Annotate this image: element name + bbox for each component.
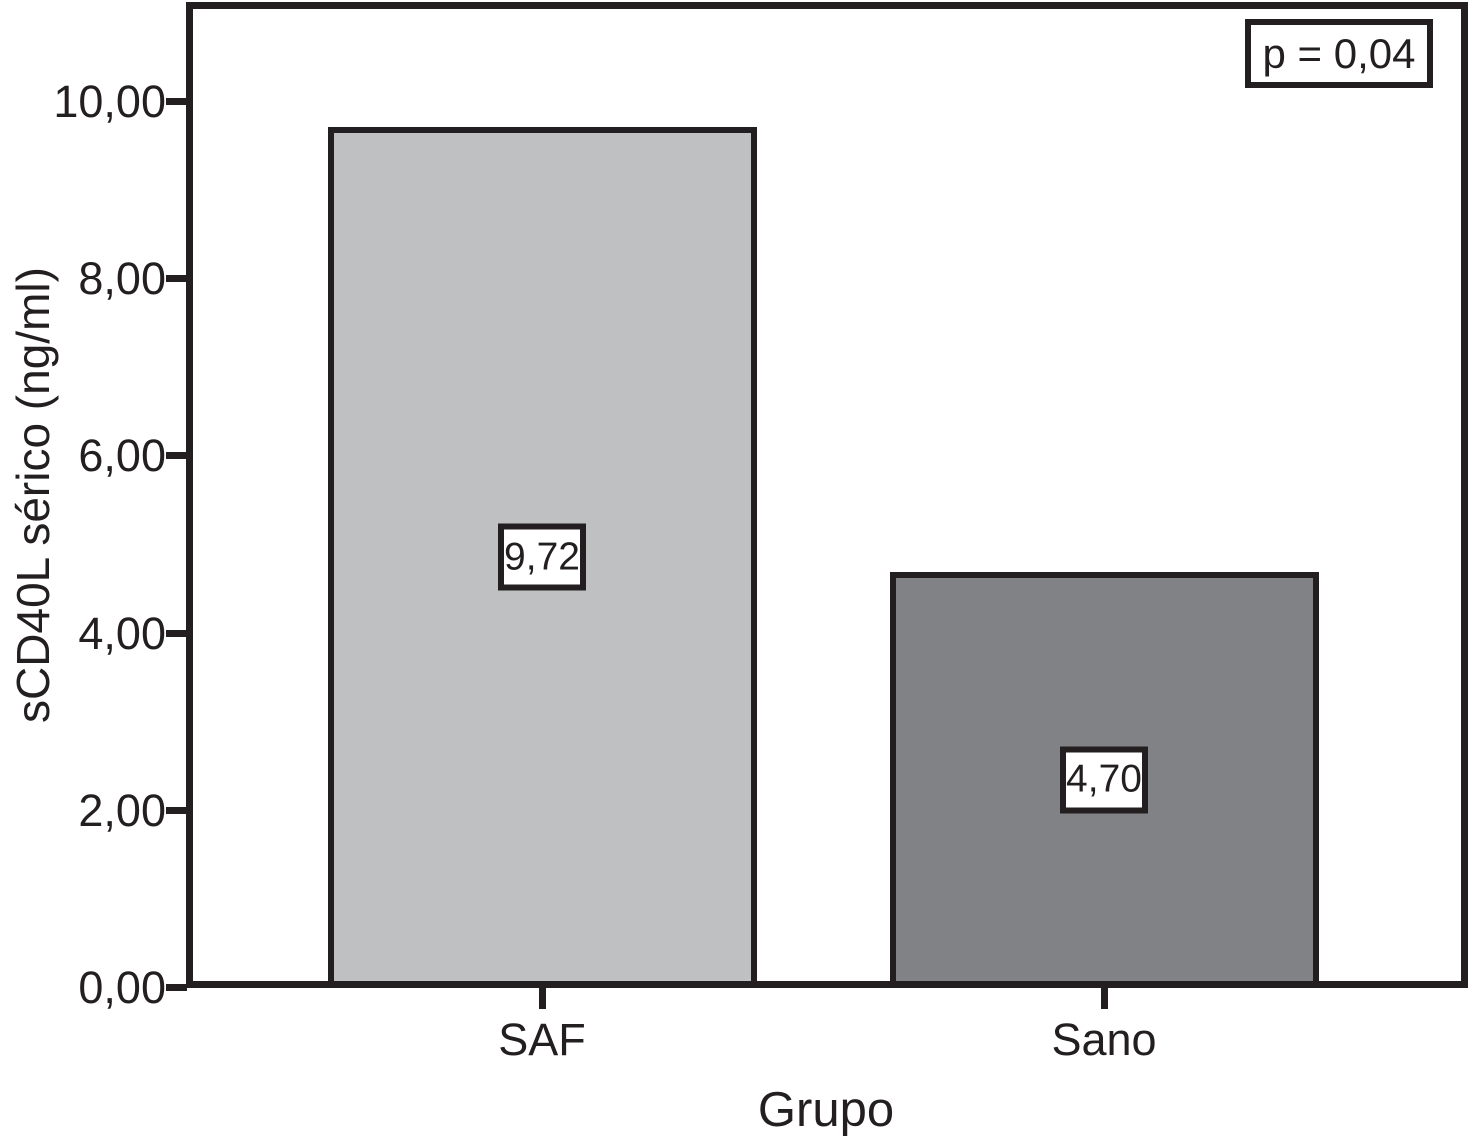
x-category-label-sano: Sano [1051, 1014, 1157, 1065]
bar-sano: 4,70 [889, 571, 1319, 988]
y-tick-mark [166, 452, 187, 460]
bar-value-label-saf: 9,72 [498, 523, 586, 591]
y-tick-label: 4,00 [78, 607, 166, 659]
y-tick-label: 2,00 [78, 784, 166, 836]
p-value-text: p = 0,04 [1262, 29, 1416, 77]
y-tick-label: 0,00 [78, 962, 166, 1013]
y-axis-title: sCD40L sérico (ng/ml) [7, 267, 59, 723]
y-tick-label: 10,00 [53, 76, 166, 127]
y-tick-mark [166, 98, 187, 105]
p-value-box: p = 0,04 [1245, 19, 1433, 88]
x-tick-mark [539, 988, 546, 1009]
y-tick-label: 8,00 [78, 253, 166, 305]
bar-saf: 9,72 [327, 126, 757, 988]
x-category-label-saf: SAF [498, 1014, 586, 1065]
y-tick-mark [166, 629, 187, 637]
y-tick-label: 6,00 [78, 430, 166, 482]
x-axis-title: Grupo [757, 1083, 895, 1137]
x-tick-mark [1101, 988, 1108, 1009]
y-tick-mark [166, 984, 187, 991]
bar-value-label-sano: 4,70 [1060, 746, 1148, 814]
y-tick-mark [166, 275, 187, 283]
y-tick-mark [166, 806, 187, 814]
